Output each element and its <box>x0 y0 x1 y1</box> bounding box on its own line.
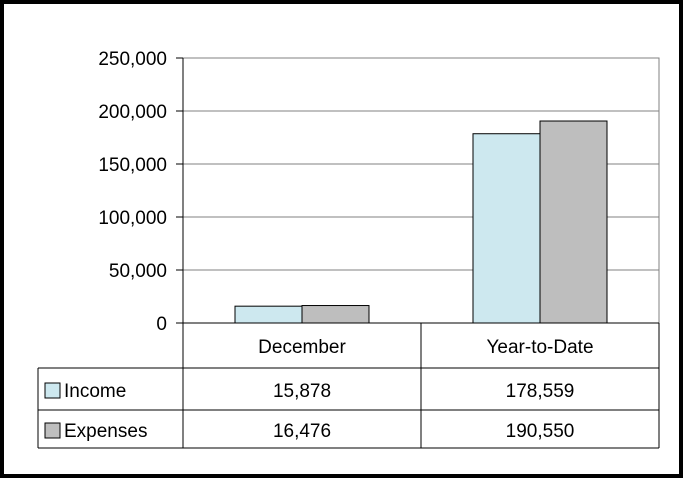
bar-income-year-to-date <box>472 133 541 324</box>
y-tick-label: 50,000 <box>109 261 167 282</box>
legend-swatch-expenses <box>44 422 61 439</box>
bar-income-december <box>234 305 303 324</box>
y-tick-label: 0 <box>156 314 167 335</box>
y-axis-ticks: 0 50,000 100,000 150,000 200,000 250,000 <box>98 49 167 335</box>
y-tick-label: 200,000 <box>98 102 167 123</box>
legend-label-income: Income <box>64 381 126 402</box>
y-tick-label: 100,000 <box>98 208 167 229</box>
data-label: 190,550 <box>506 421 575 442</box>
data-table: December Year-to-Date Income Expenses 15… <box>37 323 660 449</box>
data-label: 178,559 <box>506 381 575 402</box>
legend-label-expenses: Expenses <box>64 421 147 442</box>
bar-expenses-year-to-date <box>539 120 608 324</box>
data-label: 16,476 <box>273 421 331 442</box>
bars <box>234 120 608 324</box>
data-label: 15,878 <box>273 381 331 402</box>
x-tick-label: Year-to-Date <box>486 337 593 358</box>
bar-expenses-december <box>301 305 370 324</box>
legend-swatch-income <box>44 382 61 399</box>
x-tick-label: December <box>258 337 346 358</box>
y-tick-label: 250,000 <box>98 49 167 70</box>
y-tick-label: 150,000 <box>98 155 167 176</box>
